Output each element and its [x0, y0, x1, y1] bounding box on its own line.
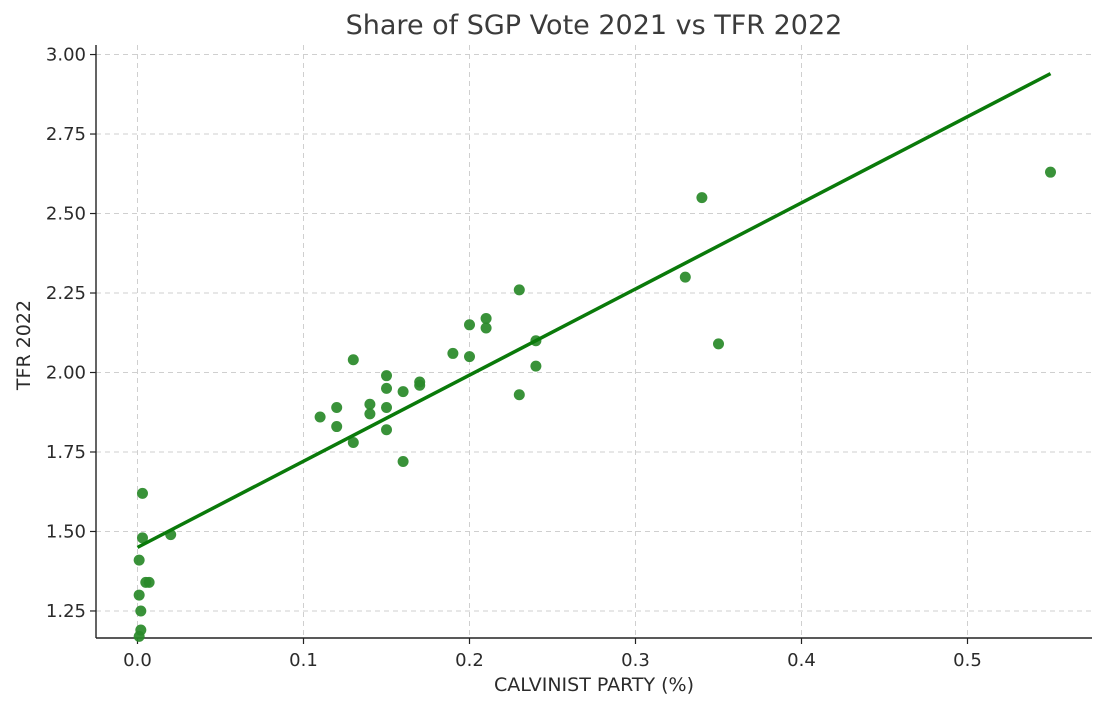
data-point: [136, 487, 148, 499]
data-point: [447, 347, 459, 359]
grid: [96, 45, 1092, 638]
x-tick-label: 0.0: [123, 650, 152, 671]
y-tick-label: 1.75: [46, 442, 86, 463]
y-tick-label: 3.00: [46, 45, 86, 66]
data-point: [331, 401, 343, 413]
data-point: [133, 630, 145, 642]
data-point: [331, 421, 343, 433]
data-point: [513, 389, 525, 401]
data-point: [696, 192, 708, 204]
data-point: [135, 605, 147, 617]
y-tick-label: 2.00: [46, 363, 86, 384]
y-tick-label: 2.25: [46, 283, 86, 304]
data-point: [133, 554, 145, 566]
y-axis-label: TFR 2022: [13, 300, 35, 391]
chart-title: Share of SGP Vote 2021 vs TFR 2022: [346, 10, 843, 41]
data-point: [347, 354, 359, 366]
data-point: [480, 322, 492, 334]
data-point: [1045, 166, 1056, 178]
data-point: [347, 436, 359, 448]
data-point: [464, 319, 475, 331]
data-point: [530, 360, 542, 372]
x-tick-label: 0.4: [787, 650, 816, 671]
data-point: [364, 398, 376, 410]
x-axis-label: CALVINIST PARTY (%): [494, 674, 694, 696]
data-point: [713, 338, 724, 350]
data-point: [414, 379, 426, 391]
data-point: [133, 589, 145, 601]
data-point: [381, 382, 392, 394]
data-points: [133, 166, 1056, 642]
data-point: [381, 370, 392, 382]
x-tick-label: 0.3: [621, 650, 650, 671]
y-tick-label: 2.50: [46, 204, 86, 225]
y-tick-label: 1.50: [46, 521, 86, 542]
data-point: [381, 424, 392, 436]
data-point: [464, 351, 475, 363]
data-point: [397, 456, 409, 468]
y-tick-label: 2.75: [46, 124, 86, 145]
data-point: [314, 411, 326, 423]
data-point: [513, 284, 525, 296]
y-tick-label: 1.25: [46, 601, 86, 622]
data-point: [364, 408, 376, 420]
x-tick-label: 0.2: [455, 650, 484, 671]
axes: [95, 45, 1092, 639]
y-axis-ticks: 1.25 1.50 1.75 2.00 2.25 2.50 2.75 3.00: [46, 45, 96, 622]
data-point: [381, 401, 392, 413]
data-point: [136, 532, 148, 544]
data-point: [679, 271, 691, 283]
trend-line-group: [136, 72, 1052, 549]
data-point: [480, 312, 492, 324]
x-axis-ticks: 0.0 0.1 0.2 0.3 0.4 0.5: [123, 638, 982, 671]
data-point: [143, 576, 155, 588]
data-point: [397, 386, 409, 398]
x-tick-label: 0.1: [289, 650, 318, 671]
x-tick-label: 0.5: [953, 650, 982, 671]
trend-line: [136, 72, 1052, 549]
